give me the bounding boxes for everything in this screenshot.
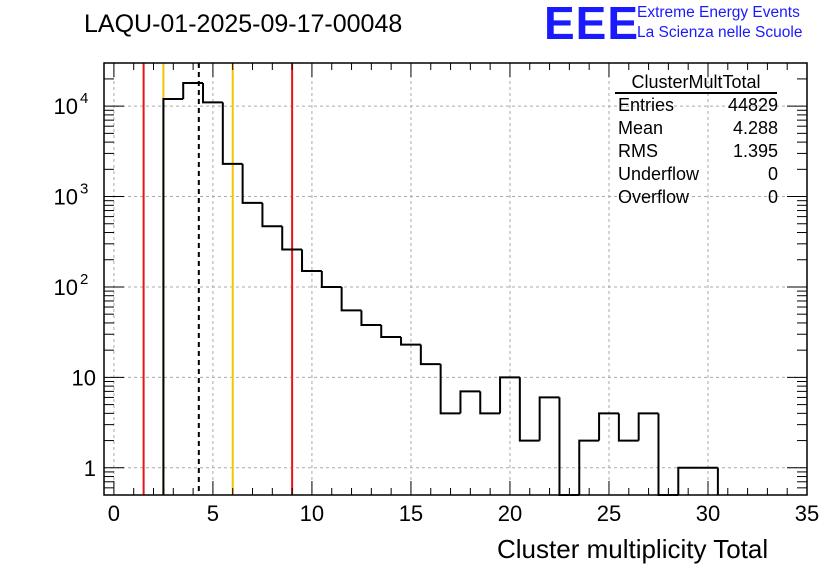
run-title: LAQU-01-2025-09-17-00048 [84,10,403,38]
logo-text: EEE [544,0,640,49]
reference-lines [142,63,294,495]
histogram-bin [578,439,600,495]
x-axis-label: Cluster multiplicity Total [497,534,769,564]
stats-value: 0 [767,164,778,184]
x-tick-label: 10 [300,501,324,526]
stats-label: Entries [618,95,675,115]
eee-logo: EEE [544,0,639,46]
histogram-bin [538,396,560,441]
histogram-bin [558,397,580,496]
y-tick-exponent: 3 [80,181,88,198]
stats-row: Overflow 0 [618,186,778,209]
x-tick-label: 30 [696,501,720,526]
stats-value: 44829 [727,95,778,115]
histogram-bin [598,412,619,441]
y-tick-label: 1 [84,456,96,481]
x-tick-label: 35 [795,501,819,526]
histogram-bin [499,376,520,414]
stats-label: Underflow [618,164,700,184]
stats-box: ClusterMultTotal Entries 44829 Mean 4.288 … [611,72,781,209]
histogram-bin [182,82,204,99]
histogram-bin [360,310,382,326]
histogram-bin [162,97,184,495]
stats-value: 4.288 [732,118,778,138]
histogram-bin [518,377,540,442]
stats-row: RMS 1.395 [618,140,778,163]
stats-row: Entries 44829 [618,94,778,117]
histogram-bin [617,413,639,442]
histogram-bin [340,286,362,312]
stats-row: Underflow 0 [618,163,778,186]
histogram-bin [221,102,243,165]
histogram-bin [301,249,322,273]
histogram-bin [241,163,263,204]
y-tick-label: 10 [54,185,78,210]
histogram-bin [380,324,402,338]
y-tick-label: 10 [54,94,78,119]
plot-frame [103,62,808,496]
y-tick-label: 10 [54,275,78,300]
histogram-bin [637,412,659,441]
x-tick-label: 25 [597,501,621,526]
y-tick-exponent: 2 [80,271,88,288]
histogram-bin [439,364,461,415]
histogram-bin [281,226,303,251]
stats-value: 0 [767,187,778,207]
histogram-bin [320,271,342,288]
histogram-bin [479,391,501,415]
logo-line1: Extreme Energy Events [637,4,800,21]
stats-value: 1.395 [732,141,778,161]
histogram-bin [400,336,421,346]
y-tick-exponent: 4 [80,90,88,107]
stats-title: ClusterMultTotal [615,72,777,94]
x-tick-label: 15 [399,501,423,526]
stats-label: Overflow [618,187,690,207]
x-tick-label: 0 [108,501,120,526]
histogram-bin [677,466,699,495]
x-tick-label: 5 [207,501,219,526]
stats-label: RMS [618,141,658,161]
histogram-bin [419,344,441,366]
logo-line2: La Scienza nelle Scuole [637,24,803,41]
y-tick-label: 10 [72,365,96,390]
histogram-bin [261,202,283,228]
histogram-bin [202,83,223,104]
stats-label: Mean [618,118,664,138]
stats-row: Mean 4.288 [618,117,778,140]
histogram-bin [459,390,481,414]
x-tick-label: 20 [498,501,522,526]
histogram-bin [657,413,679,496]
grid [104,63,807,495]
